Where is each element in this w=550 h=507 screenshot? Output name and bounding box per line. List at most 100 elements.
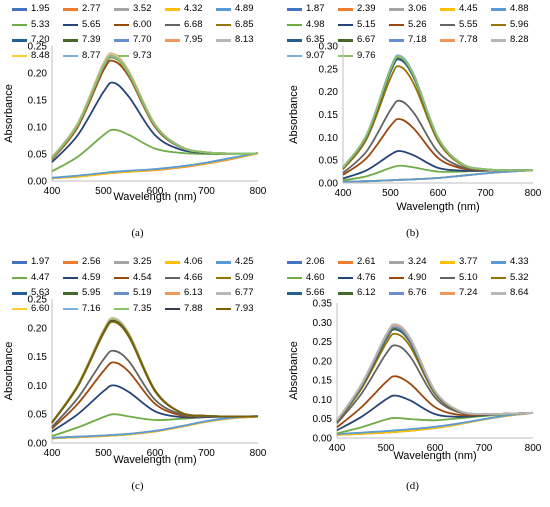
legend-label: 4.54 bbox=[133, 271, 152, 283]
legend-label: 5.32 bbox=[510, 271, 529, 283]
legend-label: 1.87 bbox=[306, 3, 325, 14]
y-tick-label: 0.10 bbox=[28, 381, 48, 392]
y-tick-label: 0.25 bbox=[28, 42, 48, 53]
legend-label: 4.47 bbox=[31, 271, 50, 283]
x-tick-label: 400 bbox=[44, 186, 61, 197]
legend-label: 7.35 bbox=[133, 302, 152, 314]
legend-swatch bbox=[287, 276, 302, 279]
y-tick-label: 0.20 bbox=[313, 356, 333, 367]
legend-label: 4.45 bbox=[459, 3, 478, 14]
legend-swatch bbox=[440, 276, 455, 279]
legend-label: 2.06 bbox=[306, 256, 325, 267]
y-tick-label: 0.00 bbox=[28, 439, 48, 450]
legend-label: 4.90 bbox=[408, 271, 427, 283]
series-line-5-95 bbox=[51, 318, 259, 423]
legend-label: 8.77 bbox=[82, 49, 101, 61]
y-tick-label: 0.10 bbox=[313, 395, 333, 406]
series-line-9-76 bbox=[342, 55, 534, 172]
series-line-7-39 bbox=[51, 54, 259, 159]
legend-b: 1.87 2.39 3.06 4.45 4.88 4.98 5.15 5.26 5.55 5.96… bbox=[275, 0, 550, 68]
legend-label: 2.61 bbox=[357, 256, 376, 267]
x-tick-label: 500 bbox=[378, 443, 395, 454]
legend-swatch bbox=[63, 23, 78, 26]
legend-label: 7.78 bbox=[459, 34, 478, 45]
legend-label: 6.35 bbox=[306, 34, 325, 45]
series-line-4-89 bbox=[51, 152, 259, 179]
plot-c: 0.00 0.05 0.10 0.15 0.20 0.25 400 500 600 700 800 W… bbox=[3, 295, 267, 467]
series-line-8-48 bbox=[51, 53, 259, 159]
x-tick-label: 800 bbox=[525, 443, 542, 454]
legend-swatch bbox=[389, 23, 404, 26]
legend-swatch bbox=[440, 23, 455, 26]
legend-swatch bbox=[491, 39, 506, 42]
y-axis-title: Absorbance bbox=[288, 85, 300, 144]
legend-swatch bbox=[440, 261, 455, 264]
legend-swatch bbox=[338, 276, 353, 279]
legend-label: 3.77 bbox=[459, 256, 478, 267]
y-tick-label: 0.00 bbox=[319, 179, 339, 190]
y-tick-label: 0.00 bbox=[28, 177, 48, 188]
legend-swatch bbox=[491, 261, 506, 264]
legend-swatch bbox=[12, 23, 27, 26]
legend-swatch bbox=[338, 292, 353, 295]
legend-label: 6.12 bbox=[357, 287, 376, 298]
legend-label: 5.96 bbox=[510, 18, 529, 30]
x-axis-title: Wavelength (nm) bbox=[113, 454, 196, 466]
legend-label: 4.25 bbox=[235, 256, 254, 267]
legend-label: 5.95 bbox=[82, 287, 101, 298]
legend-swatch bbox=[216, 39, 231, 42]
legend-label: 1.95 bbox=[31, 3, 50, 14]
caption-c: (c) bbox=[131, 480, 144, 492]
x-tick-label: 400 bbox=[335, 188, 352, 199]
legend-swatch bbox=[12, 276, 27, 279]
legend-label: 6.00 bbox=[133, 18, 152, 30]
y-tick-label: 0.30 bbox=[319, 42, 339, 53]
series-line-5-09 bbox=[51, 320, 259, 424]
x-tick-label: 600 bbox=[147, 186, 164, 197]
legend-label: 3.25 bbox=[133, 256, 152, 267]
plot-b: 0.00 0.05 0.10 0.15 0.20 0.25 0.30 400 500 600 700… bbox=[288, 42, 542, 214]
x-tick-label: 700 bbox=[198, 448, 215, 459]
y-tick-label: 0.10 bbox=[28, 123, 48, 134]
legend-label: 4.33 bbox=[510, 256, 529, 267]
legend-label: 4.76 bbox=[357, 271, 376, 283]
y-tick-label: 0.25 bbox=[313, 337, 333, 348]
legend-swatch bbox=[63, 307, 78, 310]
legend-label: 4.32 bbox=[184, 3, 203, 14]
legend-label: 3.06 bbox=[408, 3, 427, 14]
y-tick-label: 0.05 bbox=[28, 150, 48, 161]
legend-swatch bbox=[12, 39, 27, 42]
legend-swatch bbox=[440, 292, 455, 295]
legend-label: 5.55 bbox=[459, 18, 478, 30]
legend-label: 3.52 bbox=[133, 3, 152, 14]
caption-d: (d) bbox=[406, 480, 419, 492]
legend-swatch bbox=[165, 23, 180, 26]
y-tick-label: 0.15 bbox=[28, 352, 48, 363]
legend-label: 5.19 bbox=[133, 287, 152, 298]
legend-label: 8.48 bbox=[31, 49, 50, 61]
legend-swatch bbox=[165, 39, 180, 42]
legend-label: 2.77 bbox=[82, 3, 101, 14]
legend-swatch bbox=[216, 276, 231, 279]
x-tick-label: 500 bbox=[382, 188, 399, 199]
legend-swatch bbox=[287, 261, 302, 264]
legend-label: 5.10 bbox=[459, 271, 478, 283]
series-line-7-88 bbox=[51, 319, 259, 424]
legend-swatch bbox=[12, 54, 27, 57]
legend-swatch bbox=[440, 8, 455, 11]
legend-label: 2.56 bbox=[82, 256, 101, 267]
legend-swatch bbox=[114, 54, 129, 57]
series-line-5-65 bbox=[51, 81, 259, 163]
legend-c: 1.97 2.56 3.25 4.06 4.25 4.47 4.59 4.54 4.66 5.09… bbox=[0, 253, 275, 321]
legend-label: 5.09 bbox=[235, 271, 254, 283]
y-tick-label: 0.25 bbox=[319, 64, 339, 75]
y-tick-label: 0.20 bbox=[28, 323, 48, 334]
x-tick-label: 800 bbox=[525, 188, 542, 199]
series-line-4-88 bbox=[342, 169, 534, 183]
legend-swatch bbox=[338, 261, 353, 264]
legend-label: 8.13 bbox=[235, 34, 254, 45]
series-line-5-10 bbox=[336, 344, 534, 424]
legend-label: 9.73 bbox=[133, 49, 152, 61]
chart-panel-c: 1.97 2.56 3.25 4.06 4.25 4.47 4.59 4.54 4.66 5.09… bbox=[0, 253, 275, 507]
legend-label: 3.24 bbox=[408, 256, 427, 267]
